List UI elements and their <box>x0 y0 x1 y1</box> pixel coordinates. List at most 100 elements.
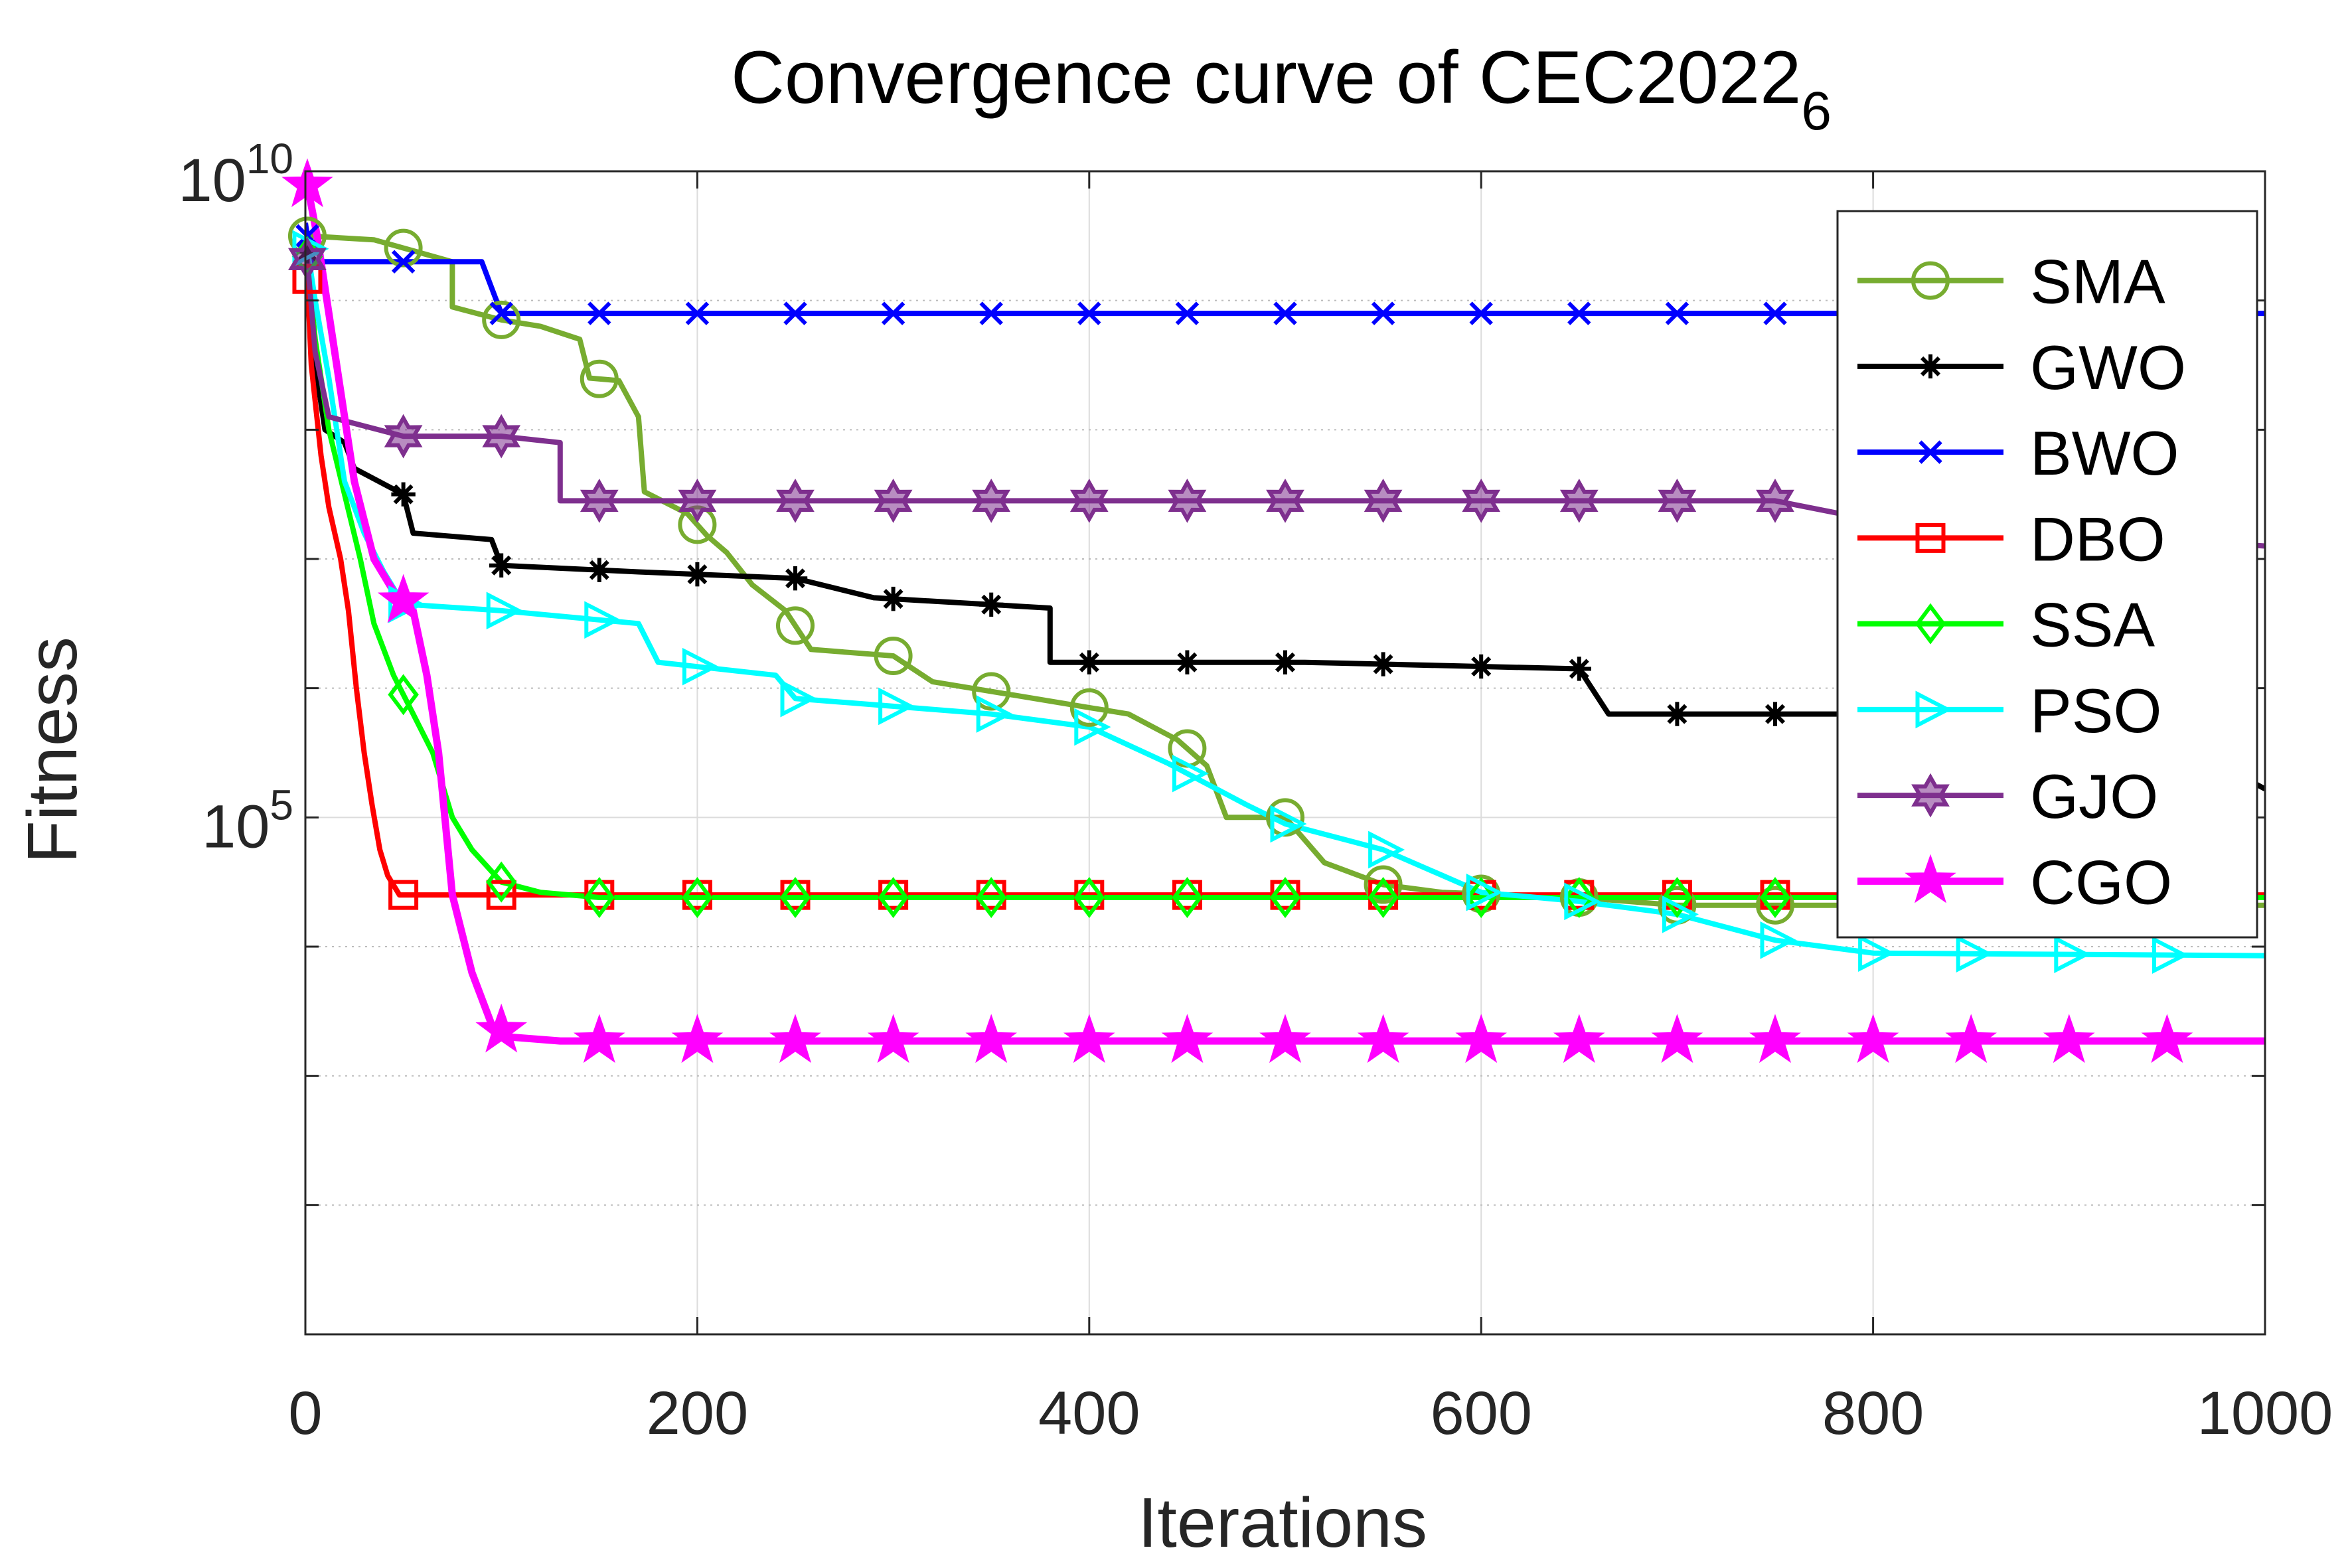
data-point-ssa <box>1465 877 1497 919</box>
data-point-gjo <box>1462 479 1501 523</box>
data-point-bwo <box>1077 301 1101 325</box>
data-point-cgo <box>1161 1014 1214 1063</box>
data-point-gjo <box>482 414 521 459</box>
data-point-ssa <box>779 877 811 919</box>
data-point-bwo <box>1763 301 1787 325</box>
data-point-gwo <box>489 553 514 578</box>
data-point-pso <box>1466 873 1503 911</box>
data-point-pso <box>1662 896 1699 933</box>
legend-marker <box>1915 690 1952 729</box>
chart-title: Convergence curve of CEC20226 <box>731 36 1832 141</box>
data-point-cgo <box>1259 1014 1311 1063</box>
x-tick-label: 800 <box>1822 1379 1924 1447</box>
x-tick-label: 1000 <box>2197 1379 2333 1447</box>
data-point-cgo <box>377 574 430 623</box>
x-tick-label: 200 <box>647 1379 749 1447</box>
legend-label-pso: PSO <box>2030 676 2162 745</box>
data-point-pso <box>1858 934 1895 973</box>
data-point-pso <box>2152 936 2189 974</box>
data-point-gwo <box>685 562 710 587</box>
data-point-cgo <box>1847 1014 1899 1063</box>
data-point-bwo <box>1371 301 1395 325</box>
data-point-ssa <box>485 861 517 903</box>
legend-label-bwo: BWO <box>2030 418 2179 488</box>
data-point-pso <box>2054 935 2091 973</box>
data-point-gjo <box>384 414 423 459</box>
data-point-pso <box>1760 921 1797 959</box>
series-line-cgo <box>305 174 2265 1045</box>
data-point-pso <box>878 687 915 726</box>
data-point-gjo <box>1168 479 1207 523</box>
legend-marker <box>1915 603 1946 645</box>
x-tick-label: 0 <box>288 1379 322 1447</box>
data-point-pso <box>1074 708 1111 746</box>
data-point-bwo <box>391 250 416 274</box>
data-point-gjo <box>1559 479 1599 523</box>
data-point-ssa <box>975 877 1007 919</box>
data-point-ssa <box>1759 877 1791 919</box>
data-point-bwo <box>1665 301 1689 325</box>
data-point-gwo <box>1763 702 1788 726</box>
legend-marker <box>1911 261 1950 300</box>
y-axis-label: Fitness <box>13 637 92 864</box>
data-point-ssa <box>584 877 615 919</box>
data-point-dbo <box>388 880 419 910</box>
x-axis-label: Iterations <box>1138 1484 1427 1562</box>
data-point-ssa <box>1172 877 1203 919</box>
data-point-ssa <box>1269 877 1301 919</box>
chart-title-text: Convergence curve of CEC2022 <box>731 36 1801 119</box>
axes: 0 200 400 600 800 1000 1010 105 <box>178 135 2333 1447</box>
data-point-gwo <box>979 592 1004 617</box>
legend-label-sma: SMA <box>2030 247 2165 317</box>
data-point-cgo <box>1651 1014 1703 1063</box>
legend-label-cgo: CGO <box>2030 847 2172 917</box>
data-point-bwo <box>1175 301 1200 325</box>
legend-label-gwo: GWO <box>2030 333 2186 402</box>
legend-box <box>1836 210 2258 939</box>
data-point-gwo <box>881 586 905 611</box>
data-point-cgo <box>475 1003 528 1053</box>
data-point-sma <box>384 228 423 268</box>
legend-marker <box>1905 854 1956 903</box>
legend: SMA GWO BWO DBO SSA PSO GJO CGO <box>1836 210 2258 939</box>
data-point-gjo <box>580 479 619 523</box>
data-point-sma <box>776 606 815 645</box>
data-point-cgo <box>769 1014 821 1063</box>
x-tick-label: 600 <box>1430 1379 1532 1447</box>
data-point-gjo <box>1658 479 1697 523</box>
data-point-cgo <box>1455 1014 1508 1063</box>
series-layer <box>305 174 2265 1045</box>
data-point-cgo <box>573 1014 625 1063</box>
legend-label-ssa: SSA <box>2030 590 2155 660</box>
data-point-gwo <box>1567 657 1591 681</box>
series-line-dbo <box>305 236 2265 898</box>
data-point-sma <box>580 359 619 398</box>
data-point-gjo <box>1364 479 1403 523</box>
data-point-gwo <box>1469 654 1494 679</box>
data-point-sma <box>1069 688 1109 727</box>
data-point-bwo <box>1567 301 1591 325</box>
data-point-ssa <box>1563 877 1595 919</box>
data-point-gwo <box>1077 650 1101 674</box>
data-point-bwo <box>783 301 807 325</box>
data-point-bwo <box>685 301 710 325</box>
series-line-ssa <box>305 235 2265 900</box>
legend-marker <box>1911 773 1950 818</box>
data-point-cgo <box>1553 1014 1605 1063</box>
data-point-cgo <box>1749 1014 1801 1063</box>
data-point-ssa <box>1368 877 1399 919</box>
data-point-sma <box>1756 886 1794 925</box>
data-point-gjo <box>874 479 913 523</box>
data-point-cgo <box>867 1014 919 1063</box>
series-line-gjo <box>305 235 2265 549</box>
data-point-gwo <box>1665 702 1689 726</box>
data-point-gjo <box>972 479 1011 523</box>
x-tick-label: 400 <box>1038 1379 1140 1447</box>
data-point-gwo <box>391 482 416 507</box>
data-point-pso <box>486 591 523 630</box>
data-point-pso <box>780 679 817 718</box>
y-tick-label: 1010 <box>178 135 293 214</box>
data-point-sma <box>874 637 913 675</box>
chart-title-subscript: 6 <box>1801 81 1832 141</box>
